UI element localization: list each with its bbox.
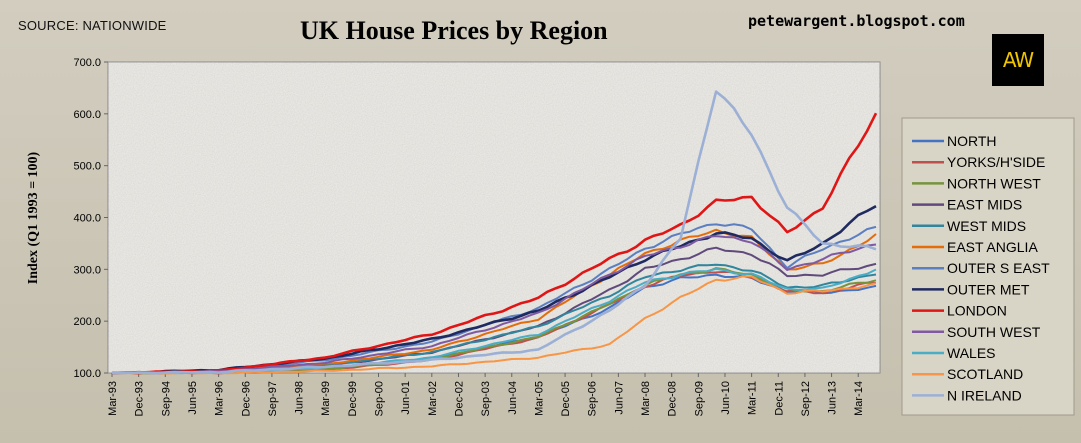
x-tick-label: Mar-96 xyxy=(214,381,226,416)
legend-box xyxy=(901,117,1075,416)
legend-label: SOUTH WEST xyxy=(947,324,1041,340)
x-tick-label: Sep-97 xyxy=(267,381,279,416)
aw-logo: AW xyxy=(992,34,1044,86)
x-tick-label: Dec-99 xyxy=(347,381,359,416)
y-tick-label: 500.0 xyxy=(73,161,101,173)
legend-label: YORKS/H'SIDE xyxy=(947,154,1045,170)
series-line xyxy=(111,90,877,375)
x-axis: Mar-93 Dec-93 Sep-94 Jun-95 Mar-96 Dec-96 Sep-… xyxy=(107,373,865,416)
x-tick-label: Dec-96 xyxy=(240,381,252,416)
x-tick-label: Jun-13 xyxy=(827,381,839,415)
legend-label: NORTH xyxy=(947,133,997,149)
y-axis: 100.0 200.0 300.0 400.0 500.0 600.0 700.0 xyxy=(73,57,108,380)
x-tick-label: Dec-93 xyxy=(134,381,146,416)
x-tick-label: Jun-95 xyxy=(187,381,199,415)
legend-label: N IRELAND xyxy=(947,387,1022,403)
y-tick-label: 600.0 xyxy=(73,109,101,121)
x-tick-label: Jun-04 xyxy=(507,381,519,415)
y-tick-label: 700.0 xyxy=(73,57,101,69)
x-tick-label: Mar-08 xyxy=(640,381,652,416)
x-tick-label: Dec-02 xyxy=(453,381,465,416)
x-tick-label: Mar-14 xyxy=(853,381,865,416)
y-tick-label: 400.0 xyxy=(73,213,101,225)
legend-label: OUTER S EAST xyxy=(947,260,1050,276)
legend-label: OUTER MET xyxy=(947,281,1030,297)
legend-label: WEST MIDS xyxy=(947,218,1026,234)
legend-label: EAST ANGLIA xyxy=(947,239,1038,255)
series-line xyxy=(112,275,877,375)
y-axis-label: Index (Q1 1993 = 100) xyxy=(26,151,41,284)
blog-url[interactable]: petewargent.blogspot.com xyxy=(748,12,965,30)
x-tick-label: Mar-02 xyxy=(427,381,439,416)
x-tick-label: Mar-11 xyxy=(747,381,759,415)
y-tick-label: 300.0 xyxy=(73,264,101,276)
plot-texture xyxy=(108,62,880,373)
legend-label: SCOTLAND xyxy=(947,366,1023,382)
legend-label: NORTH WEST xyxy=(947,175,1041,191)
x-tick-label: Sep-00 xyxy=(374,381,386,416)
y-tick-label: 200.0 xyxy=(73,316,101,328)
x-tick-label: Sep-09 xyxy=(693,381,705,416)
x-tick-label: Jun-01 xyxy=(400,381,412,415)
series-lines xyxy=(111,90,878,375)
legend: NORTH YORKS/H'SIDE NORTH WEST EAST MIDS WEST… xyxy=(912,133,1050,403)
x-tick-label: Jun-10 xyxy=(720,381,732,415)
legend-label: EAST MIDS xyxy=(947,197,1022,213)
x-tick-label: Sep-94 xyxy=(160,381,172,416)
x-tick-label: Dec-05 xyxy=(560,381,572,416)
x-tick-label: Sep-12 xyxy=(800,381,812,416)
x-tick-label: Dec-08 xyxy=(667,381,679,416)
legend-label: LONDON xyxy=(947,303,1007,319)
x-tick-label: Dec-11 xyxy=(773,381,785,416)
x-tick-label: Sep-06 xyxy=(587,381,599,416)
x-tick-label: Mar-99 xyxy=(320,381,332,416)
x-tick-label: Sep-03 xyxy=(480,381,492,416)
chart-title: UK House Prices by Region xyxy=(300,16,608,45)
x-tick-label: Jun-07 xyxy=(613,381,625,415)
series-line xyxy=(111,112,878,375)
x-tick-label: Mar-05 xyxy=(533,381,545,416)
x-tick-label: Mar-93 xyxy=(107,381,119,416)
y-tick-label: 100.0 xyxy=(73,368,101,380)
x-tick-label: Jun-98 xyxy=(294,381,306,415)
source-label: SOURCE: NATIONWIDE xyxy=(18,18,167,33)
legend-label: WALES xyxy=(947,345,996,361)
